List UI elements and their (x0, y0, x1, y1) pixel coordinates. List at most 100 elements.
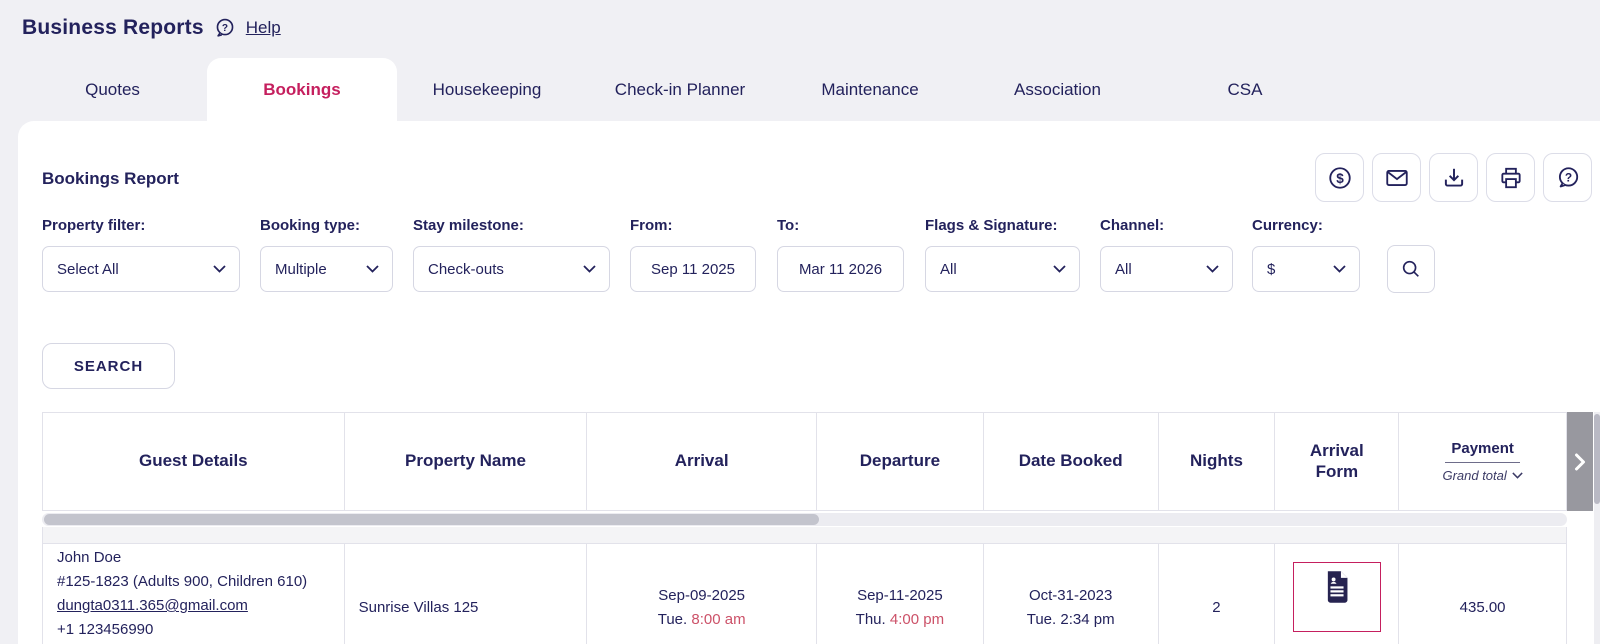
arrival-form-cell: Click here (1275, 544, 1400, 644)
payment-cell: 435.00 (1399, 544, 1566, 644)
property-name: Sunrise Villas 125 (358, 599, 479, 616)
arrival-time: 8:00 am (691, 611, 746, 628)
flags-signature-label: Flags & Signature: (925, 217, 1058, 234)
report-tabbar: Quotes Bookings Housekeeping Check-in Pl… (0, 58, 1600, 121)
property-filter-label: Property filter: (42, 217, 146, 234)
report-title: Bookings Report (42, 169, 179, 188)
payment-sort-selector[interactable]: Grand total (1442, 468, 1523, 484)
departure-date: Sep-11-2025 (857, 587, 943, 604)
stay-milestone-select[interactable]: Check-outs (413, 246, 610, 292)
payment-header-label: Payment (1445, 440, 1520, 463)
col-arrival[interactable]: Arrival (587, 413, 817, 510)
guest-email-link[interactable]: dungta0311.365@gmail.com (57, 597, 248, 614)
svg-text:?: ? (1564, 170, 1571, 184)
booked-day: Tue. (1026, 611, 1057, 628)
nights-value: 2 (1212, 599, 1221, 616)
flags-signature-select[interactable]: All (925, 246, 1080, 292)
chevron-down-icon (1333, 265, 1346, 273)
report-help-button[interactable]: ? (1543, 153, 1592, 202)
table-vertical-scrollbar[interactable] (1594, 412, 1600, 644)
nights-cell: 2 (1159, 544, 1276, 644)
tab-bookings[interactable]: Bookings (207, 58, 397, 121)
tab-maintenance[interactable]: Maintenance (821, 79, 919, 99)
currency-report-button[interactable]: $ (1315, 153, 1364, 202)
svg-text:$: $ (1336, 170, 1344, 185)
bookings-report-card: Bookings Report $ (18, 121, 1600, 644)
property-name-cell: Sunrise Villas 125 (345, 544, 588, 644)
download-report-button[interactable] (1429, 153, 1478, 202)
tab-housekeeping[interactable]: Housekeeping (432, 79, 542, 99)
arrival-date: Sep-09-2025 (658, 587, 745, 604)
departure-cell: Sep-11-2025 Thu. 4:00 pm (817, 544, 984, 644)
chevron-right-icon (1574, 453, 1586, 471)
download-icon (1441, 165, 1467, 191)
col-arrival-form[interactable]: Arrival Form (1275, 413, 1400, 510)
report-toolbar: $ (1315, 153, 1592, 202)
departure-day: Thu. (855, 611, 886, 628)
chevron-down-icon (583, 265, 596, 273)
booking-type-label: Booking type: (260, 217, 360, 234)
col-nights[interactable]: Nights (1159, 413, 1276, 510)
quick-search-button[interactable] (1387, 245, 1435, 293)
to-date-label: To: (777, 217, 800, 234)
from-date-input[interactable]: Sep 11 2025 (630, 246, 756, 292)
email-report-button[interactable] (1372, 153, 1421, 202)
click-here-callout: Click here (1275, 544, 1399, 549)
printer-icon (1498, 165, 1524, 191)
partial-row-band (42, 527, 1567, 543)
dollar-icon: $ (1327, 165, 1353, 191)
property-filter-select[interactable]: Select All (42, 246, 240, 292)
page-header: Business Reports ? Help (22, 16, 281, 40)
table-header-row: Guest Details Property Name Arrival Depa… (42, 412, 1567, 511)
tab-quotes[interactable]: Quotes (85, 79, 140, 99)
booking-type-select[interactable]: Multiple (260, 246, 393, 292)
col-property-name[interactable]: Property Name (345, 413, 588, 510)
chevron-down-icon (366, 265, 379, 273)
col-date-booked[interactable]: Date Booked (984, 413, 1159, 510)
tab-csa[interactable]: CSA (1227, 79, 1263, 99)
horizontal-scrollbar-thumb[interactable] (44, 514, 819, 525)
channel-label: Channel: (1100, 217, 1165, 234)
table-scroll-right-button[interactable] (1567, 412, 1593, 511)
booked-time: 2:34 pm (1060, 611, 1115, 628)
tab-checkin-planner[interactable]: Check-in Planner (614, 79, 746, 99)
arrival-form-button[interactable] (1293, 562, 1382, 632)
booked-date: Oct-31-2023 (1028, 587, 1113, 604)
date-booked-cell: Oct-31-2023 Tue. 2:34 pm (984, 544, 1159, 644)
col-guest-details[interactable]: Guest Details (43, 413, 345, 510)
table-horizontal-scrollbar[interactable] (42, 513, 1567, 526)
arrival-day: Tue. (657, 611, 688, 628)
col-payment[interactable]: Payment Grand total (1399, 413, 1566, 510)
search-icon (1400, 258, 1422, 280)
tab-association[interactable]: Association (1014, 79, 1101, 99)
stay-milestone-label: Stay milestone: (413, 217, 524, 234)
departure-time: 4:00 pm (889, 611, 945, 628)
payment-value: 435.00 (1459, 599, 1506, 616)
document-icon (1321, 570, 1353, 604)
vertical-scrollbar-thumb[interactable] (1594, 414, 1600, 504)
channel-select[interactable]: All (1100, 246, 1233, 292)
to-date-input[interactable]: Mar 11 2026 (777, 246, 904, 292)
chevron-down-icon (1053, 265, 1066, 273)
arrival-cell: Sep-09-2025 Tue. 8:00 am (587, 544, 817, 644)
from-date-label: From: (630, 217, 673, 234)
mail-icon (1384, 165, 1410, 191)
guest-details-cell: John Doe #125-1823 (Adults 900, Children… (43, 544, 345, 644)
page-title: Business Reports (22, 16, 204, 39)
chevron-down-icon (213, 265, 226, 273)
print-report-button[interactable] (1486, 153, 1535, 202)
guest-name: John Doe (57, 549, 122, 566)
col-departure[interactable]: Departure (817, 413, 984, 510)
search-button[interactable]: SEARCH (42, 343, 175, 389)
guest-phone: +1 123456990 (57, 621, 154, 638)
currency-select[interactable]: $ (1252, 246, 1360, 292)
guest-ref: #125-1823 (Adults 900, Children 610) (57, 573, 308, 590)
chevron-down-icon (1206, 265, 1219, 273)
help-chat-icon: ? (1555, 165, 1581, 191)
bookings-table: Guest Details Property Name Arrival Depa… (42, 412, 1567, 511)
help-link[interactable]: Help (245, 18, 281, 37)
help-bubble-icon: ? (214, 17, 236, 39)
svg-text:?: ? (222, 23, 228, 34)
chevron-down-icon (1512, 472, 1523, 479)
currency-label: Currency: (1252, 217, 1323, 234)
